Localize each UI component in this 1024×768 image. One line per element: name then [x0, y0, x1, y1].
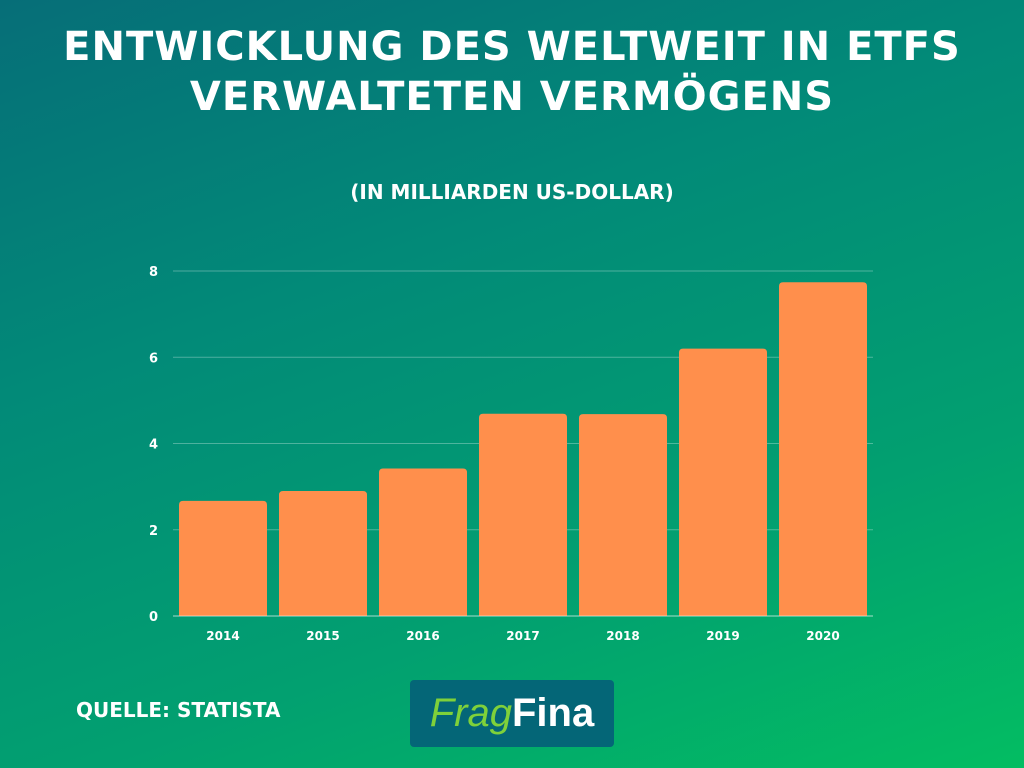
y-tick-label: 8: [149, 265, 158, 280]
y-tick-label: 4: [149, 438, 158, 453]
x-tick-label: 2015: [306, 629, 339, 643]
x-tick-label: 2016: [406, 629, 439, 643]
logo-part1: Frag: [429, 691, 512, 735]
x-tick-label: 2014: [206, 629, 239, 643]
bar-2014: [179, 500, 267, 616]
y-tick-label: 6: [149, 351, 158, 366]
bar-2020: [779, 282, 867, 616]
x-tick-label: 2019: [706, 629, 739, 643]
fragfina-logo: Frag Fina: [410, 680, 614, 747]
bar-2019: [679, 348, 767, 616]
y-tick-label: 2: [149, 524, 158, 539]
logo-part2: Fina: [512, 691, 595, 735]
chart-title: Entwicklung des weltweit in ETFs verwalt…: [63, 24, 961, 120]
x-tick-label: 2018: [606, 629, 639, 643]
chart-subtitle: (in Milliarden US-Dollar): [350, 180, 674, 204]
x-tick-label: 2020: [806, 629, 839, 643]
bar-2016: [379, 468, 467, 616]
y-tick-label: 0: [149, 610, 158, 625]
x-tick-label: 2017: [506, 629, 539, 643]
source-label: Quelle: Statista: [76, 698, 281, 722]
bar-2017: [479, 413, 567, 616]
bar-2018: [579, 414, 667, 616]
bar-2015: [279, 490, 367, 616]
